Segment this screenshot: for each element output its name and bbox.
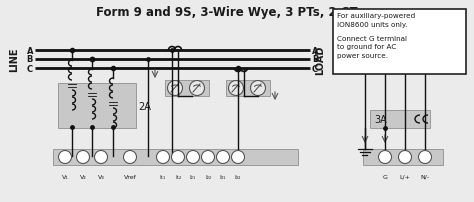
Text: Form 9 and 9S, 3-Wire Wye, 3 PTs, 2 CTs: Form 9 and 9S, 3-Wire Wye, 3 PTs, 2 CTs [96,6,364,19]
Circle shape [94,151,108,164]
Circle shape [217,151,229,164]
Bar [58,84,136,128]
Text: I₃₁: I₃₁ [220,174,226,179]
Text: I₂₂: I₂₂ [205,174,211,179]
Circle shape [228,81,244,96]
Circle shape [399,151,411,164]
Bar [226,81,270,97]
Text: Connect G terminal
to ground for AC
power source.: Connect G terminal to ground for AC powe… [337,36,407,59]
Bar [53,149,298,165]
Text: B: B [27,55,33,64]
Text: I₂₁: I₂₁ [190,174,196,179]
Text: 2A: 2A [138,101,151,112]
Text: Vref: Vref [124,174,137,179]
Text: L/+: L/+ [400,174,410,179]
Text: C: C [27,64,33,73]
Circle shape [379,151,392,164]
Text: 3A: 3A [374,115,387,124]
Circle shape [76,151,90,164]
Text: For auxiliary-powered
ION8600 units only.: For auxiliary-powered ION8600 units only… [337,13,415,27]
Circle shape [190,81,204,96]
Circle shape [186,151,200,164]
Text: I₁₂: I₁₂ [175,174,181,179]
Bar [370,110,430,128]
Circle shape [231,151,245,164]
Text: LINE: LINE [9,47,19,72]
Circle shape [419,151,431,164]
Bar [165,81,209,97]
Circle shape [172,151,184,164]
Text: N/-: N/- [420,174,429,179]
Text: B: B [312,55,319,64]
Circle shape [167,81,182,96]
Text: A: A [27,46,33,55]
Bar [363,149,443,165]
Bar [333,10,466,75]
Text: I₁₁: I₁₁ [160,174,166,179]
Text: C: C [312,64,318,73]
Circle shape [156,151,170,164]
Circle shape [250,81,265,96]
Text: LOAD: LOAD [315,45,325,74]
Circle shape [124,151,137,164]
Circle shape [201,151,215,164]
Text: G: G [383,174,387,179]
Text: V₁: V₁ [62,174,68,179]
Text: V₃: V₃ [98,174,104,179]
Circle shape [58,151,72,164]
Text: A: A [312,46,319,55]
Text: V₂: V₂ [80,174,86,179]
Text: I₃₂: I₃₂ [235,174,241,179]
